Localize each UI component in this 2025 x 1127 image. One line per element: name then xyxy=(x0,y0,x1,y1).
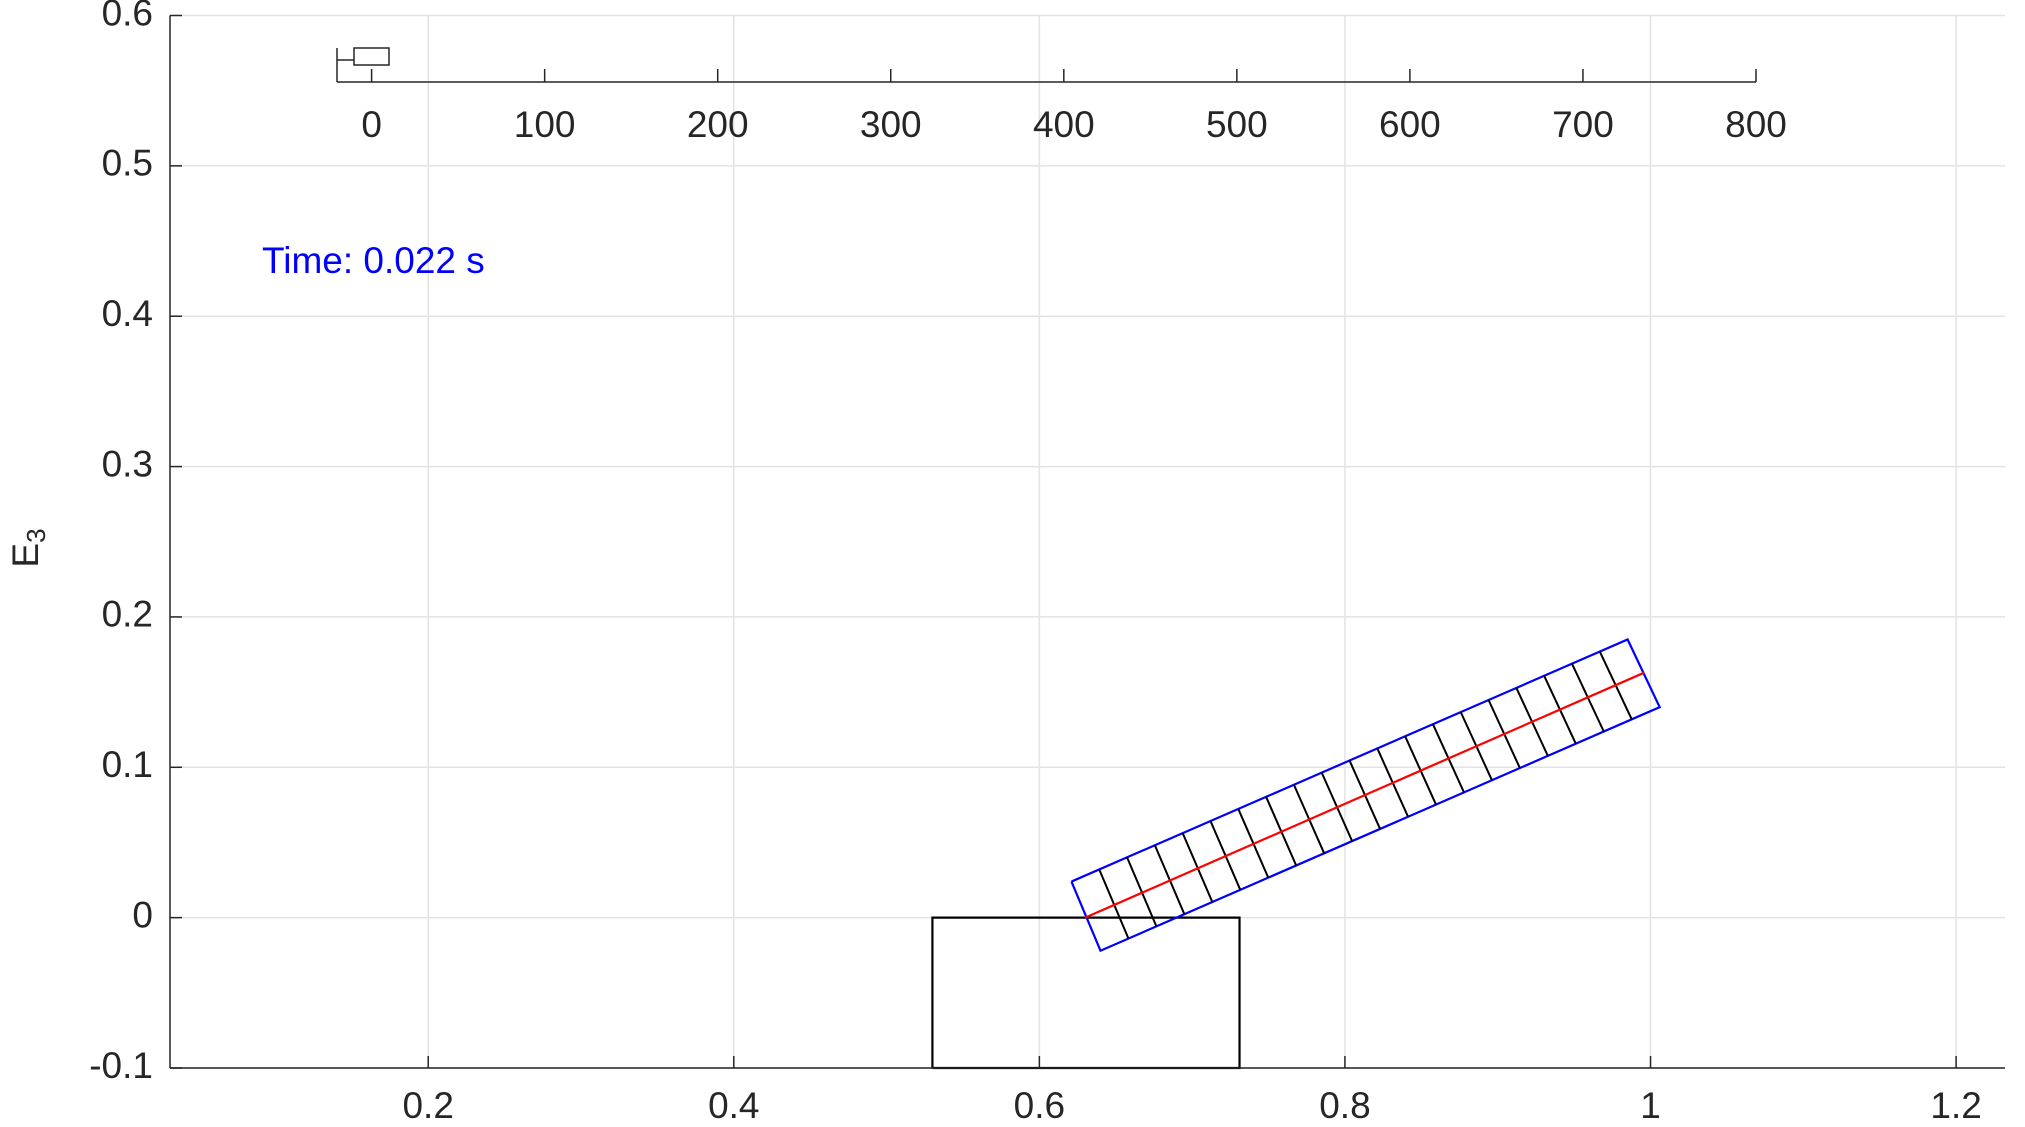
plot-area xyxy=(931,638,1662,1070)
inset-tick-label: 400 xyxy=(1033,104,1095,145)
y-tick-label: 0.5 xyxy=(102,143,153,184)
x-tick-label: 0.2 xyxy=(402,1085,453,1126)
inset-tick-label: 600 xyxy=(1379,104,1441,145)
y-tick-label: 0.4 xyxy=(102,293,153,334)
x-tick-label: 1.2 xyxy=(1930,1085,1981,1126)
inset-tick-label: 300 xyxy=(860,104,922,145)
series-line xyxy=(931,916,1241,1070)
x-tick-label: 0.8 xyxy=(1319,1085,1370,1126)
inset-tick-label: 200 xyxy=(687,104,749,145)
y-tick-label: 0.2 xyxy=(102,594,153,635)
x-tick-label: 0.6 xyxy=(1014,1085,1065,1126)
y-tick-label: 0 xyxy=(132,894,153,935)
inset-tick-label: 800 xyxy=(1725,104,1787,145)
grid xyxy=(170,14,2005,1069)
y-tick-label: -0.1 xyxy=(89,1045,153,1086)
inset-tick-label: 700 xyxy=(1552,104,1614,145)
time-annotation: Time: 0.022 s xyxy=(262,240,485,281)
y-tick-label: 0.3 xyxy=(102,443,153,484)
x-tick-label: 1 xyxy=(1640,1085,1661,1126)
series-line xyxy=(1084,671,1645,919)
series-line xyxy=(1070,638,1662,953)
inset-tick-label: 100 xyxy=(514,104,576,145)
x-tick-label: 0.4 xyxy=(708,1085,759,1126)
y-tick-label: 0.6 xyxy=(102,0,153,33)
y-axis-label-sub: 3 xyxy=(21,528,51,542)
y-axis-label: E3 xyxy=(5,528,51,567)
y-axis-label-main: E xyxy=(5,543,46,568)
inset-box xyxy=(353,47,390,66)
inset-tick-label: 0 xyxy=(361,104,382,145)
inset-tick-label: 500 xyxy=(1206,104,1268,145)
y-tick-label: 0.1 xyxy=(102,744,153,785)
